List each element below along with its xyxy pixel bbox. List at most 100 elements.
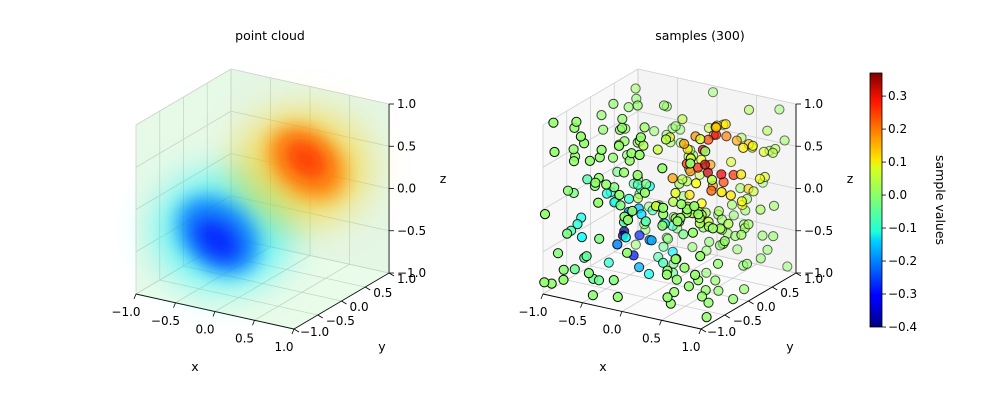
sample-point (723, 218, 734, 229)
sample-point (738, 142, 749, 153)
z-tick-label: −0.5 (397, 224, 426, 238)
sample-point (671, 274, 682, 285)
sample-point (658, 100, 670, 111)
sample-point (679, 262, 690, 273)
sample-point (677, 114, 688, 125)
y-tick-label: 1.0 (804, 272, 823, 286)
x-tick-label: 1.0 (274, 340, 293, 354)
y-tick (772, 286, 778, 291)
sample-point (590, 177, 601, 188)
y-tick (317, 314, 323, 319)
sample-point (596, 110, 607, 121)
sample-point (670, 187, 681, 199)
sample-point (710, 275, 721, 286)
sample-point (608, 275, 619, 286)
sample-point (568, 156, 580, 167)
sample-point (755, 204, 766, 215)
sample-point (593, 197, 604, 208)
x-tick (173, 302, 176, 308)
sample-point (658, 202, 669, 213)
sample-point (741, 258, 753, 269)
sample-point (736, 196, 748, 207)
sample-point (608, 98, 619, 110)
sample-point (634, 262, 645, 273)
sample-point (747, 140, 758, 151)
z-tick-label: 1.0 (397, 97, 416, 111)
sample-point (687, 242, 698, 253)
z-tick-label: 0.0 (804, 182, 823, 196)
sample-point (768, 231, 779, 242)
colorbar-tick-label: −0.1 (888, 221, 917, 235)
sample-point (620, 232, 631, 243)
x-tick-label: 0.5 (235, 331, 254, 345)
sample-point (552, 248, 564, 259)
x-tick (252, 320, 255, 326)
colorbar-tick-label: −0.3 (888, 287, 917, 301)
grid-line (230, 68, 390, 105)
sample-point (539, 209, 551, 220)
sample-point (667, 173, 678, 184)
sample-point (593, 275, 605, 286)
sample-point (755, 253, 766, 264)
negative-lobe-core (194, 218, 240, 261)
y-tick-label: −0.5 (733, 314, 762, 328)
y-tick (388, 272, 395, 277)
sample-point (725, 190, 736, 201)
sample-point (721, 131, 732, 142)
chart-title: point cloud (235, 28, 305, 43)
sample-point (571, 116, 582, 127)
sample-point (607, 152, 619, 163)
sample-point (660, 134, 672, 145)
sample-point (623, 193, 635, 204)
grid-line (135, 110, 232, 168)
sample-point (704, 236, 715, 247)
colorbar-label: sample values (933, 155, 948, 245)
sample-point (703, 297, 714, 308)
sample-point (587, 290, 599, 301)
x-tick-label: −0.5 (151, 314, 180, 328)
z-tick-label: −0.5 (804, 224, 833, 238)
sample-point (639, 187, 651, 198)
sample-point (639, 122, 650, 133)
sample-point (617, 113, 628, 125)
sample-point (684, 189, 695, 200)
sample-point (603, 257, 614, 268)
sample-point (558, 264, 569, 275)
sample-point (696, 291, 708, 302)
sample-point (646, 235, 657, 246)
sample-point (701, 267, 712, 278)
sample-point (782, 261, 793, 272)
point-cloud-panel: point cloud −1.0−1.0−1.0−0.5 −0.5−0.50.00… (111, 28, 446, 374)
y-tick-label: 1.0 (397, 272, 416, 286)
sample-point (622, 247, 633, 258)
sample-point (562, 228, 573, 239)
sample-point (719, 236, 730, 247)
z-tick-label: 0.5 (804, 139, 823, 153)
sample-point (649, 126, 660, 137)
axis-ticks: −1.0−1.0−1.0−0.5 −0.5−0.50.00.00.00.50.50… (111, 97, 426, 354)
sample-point (695, 251, 706, 262)
sample-point (658, 257, 669, 268)
x-tick (133, 293, 137, 300)
samples-panel: samples (300) −1.0−1.0−1.0−0.5 −0.5−0.50.… (518, 28, 853, 374)
sample-point (706, 185, 717, 196)
sample-point (732, 244, 743, 255)
y-tick (795, 272, 802, 277)
sample-point (575, 131, 587, 142)
sample-point (739, 284, 750, 295)
sample-point (728, 210, 739, 221)
sample-point (736, 229, 747, 240)
colorbar-tick-label: 0.3 (888, 89, 907, 103)
grid-line (637, 68, 797, 105)
sample-point (601, 188, 613, 199)
colorbar-tick-label: 0.2 (888, 122, 907, 136)
sample-point (716, 187, 727, 198)
sample-point (568, 144, 579, 155)
colorbar-tick-label: −0.2 (888, 254, 917, 268)
y-axis-label: y (378, 339, 386, 354)
sample-point (762, 125, 773, 136)
sample-point (687, 227, 699, 238)
y-tick (724, 314, 730, 319)
grid-line (135, 68, 232, 126)
